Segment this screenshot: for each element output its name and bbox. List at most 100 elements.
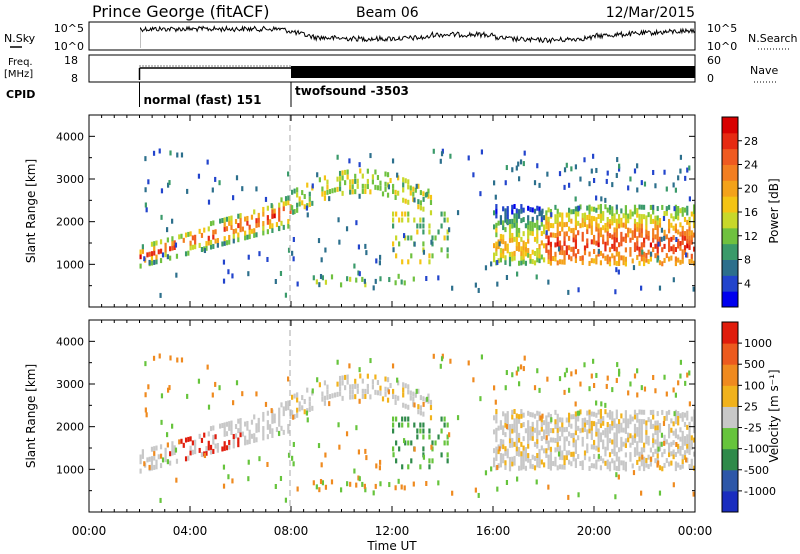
velocity-cell [419,405,422,411]
power-cell [197,173,201,179]
velocity-cell [617,456,621,462]
velocity-cell [606,436,609,442]
velocity-cell [604,446,607,452]
power-cell [652,232,655,238]
power-cell [407,184,410,190]
power-cell [688,221,691,227]
velocity-cell [412,401,415,407]
power-cell [244,230,247,236]
power-cell [143,256,146,262]
power-cell [649,251,653,257]
power-cell [207,226,210,232]
power-cell [394,280,397,286]
velocity-cell [599,418,603,424]
power-cell [232,195,235,201]
velocity-cell [640,490,643,496]
power-cell [440,247,443,253]
velocity-cell [515,413,518,419]
power-cell [358,193,361,199]
power-cell [257,217,260,223]
velocity-cell [417,409,420,415]
velocity-cell [570,461,573,467]
colorbar-segment [722,164,738,181]
power-cell [296,192,299,198]
power-cell [522,245,525,251]
velocity-cell [499,457,503,463]
velocity-cell [323,400,327,406]
velocity-cell [293,414,296,420]
power-cell [581,236,584,242]
velocity-cell [292,461,295,467]
velocity-cell [597,428,600,434]
power-cell [520,260,523,266]
power-cell [511,218,514,224]
power-cell [228,239,231,245]
power-cell [672,182,675,188]
velocity-cell [629,419,632,425]
power-cell [592,153,595,159]
power-cell [422,229,425,235]
power-cell [583,212,587,218]
power-cell [311,183,314,189]
freq-band-twofsound [291,66,695,78]
velocity-cell [392,452,395,458]
velocity-cell [608,438,612,444]
velocity-cell [419,464,422,470]
power-cell [513,203,516,209]
velocity-cell [658,441,662,447]
power-cell [599,203,603,209]
velocity-cell [652,437,655,443]
velocity-cell [531,435,534,441]
velocity-cell [287,452,291,458]
velocity-cell [144,361,147,367]
velocity-cell [376,390,380,396]
velocity-cell [513,460,516,466]
velocity-cell [484,470,488,476]
velocity-cell [599,423,603,429]
power-cell [416,223,419,229]
power-cell [499,215,503,221]
power-cell [241,226,244,232]
power-cell [692,223,695,229]
velocity-cell [617,474,620,480]
power-cell [214,238,217,244]
velocity-cell [688,449,691,455]
velocity-cell [620,422,623,428]
velocity-cell [633,423,637,429]
power-cell [674,204,677,210]
power-cell [338,176,342,182]
power-cell [588,218,591,224]
velocity-cell [169,460,172,466]
power-cell [624,233,628,239]
power-cell [255,222,258,228]
power-cell [574,243,578,249]
power-cell [542,257,546,263]
power-cell [563,250,566,256]
power-cell [506,243,509,249]
velocity-cell [513,455,516,461]
power-cell [536,205,539,211]
power-cell [222,278,226,284]
velocity-cell [448,432,451,438]
velocity-cell [150,446,154,452]
power-cell [413,197,416,203]
power-cell [517,260,521,266]
velocity-cell [443,422,446,428]
power-cell [306,212,309,218]
power-cell [597,251,600,257]
velocity-cell [275,427,279,433]
velocity-cell [656,453,659,459]
power-cell [613,236,616,242]
velocity-cell [661,452,664,458]
power-cell [647,230,650,236]
velocity-cell [246,425,249,431]
velocity-cell [296,392,299,398]
power-cell [280,197,283,203]
velocity-cell [407,384,410,390]
power-cell [361,183,364,189]
power-cell [654,253,657,259]
power-cell [230,220,233,226]
power-cell [417,183,420,189]
velocity-cell [255,427,258,433]
velocity-cell [617,461,621,467]
